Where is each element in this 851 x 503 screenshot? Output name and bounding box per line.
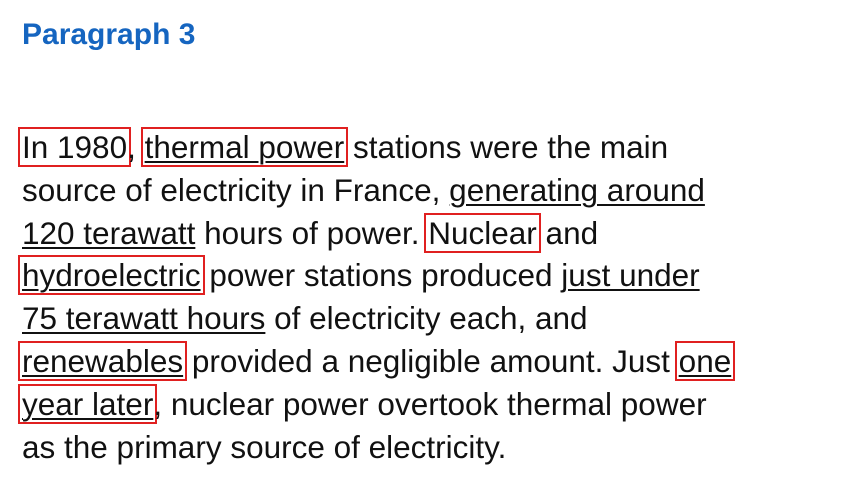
text-line: source of electricity in France, generat… (22, 169, 842, 212)
text-segment: and (536, 214, 599, 251)
paragraph-heading: Paragraph 3 (22, 18, 196, 51)
text-segment: as the primary source of electricity. (22, 428, 507, 465)
highlight-box: one (674, 340, 736, 381)
highlight-box: year later (18, 383, 158, 424)
text-segment: , (127, 129, 145, 165)
text-line: 120 terawatt hours of power. Nuclear and (22, 212, 842, 255)
text-segment: power stations produced (200, 257, 562, 294)
text-segment: , nuclear power overtook thermal power (153, 385, 707, 422)
text-segment: hours of power. (195, 214, 429, 251)
underlined-text: generating around (449, 171, 705, 208)
underlined-text: 75 terawatt hours (22, 300, 266, 337)
highlight-box: renewables (18, 340, 188, 381)
text-line: year later, nuclear power overtook therm… (18, 383, 842, 426)
paragraph-body: In 1980, thermal power stations were the… (18, 126, 842, 469)
text-segment: source of electricity in France, (22, 171, 450, 208)
highlight-box: Nuclear (424, 212, 541, 253)
text-segment: stations were the main (344, 129, 669, 165)
text-line: In 1980, thermal power stations were the… (18, 126, 842, 169)
text-line: 75 terawatt hours of electricity each, a… (22, 297, 842, 340)
highlight-box: hydroelectric (18, 255, 205, 296)
underlined-text: just under (561, 257, 700, 294)
text-segment: provided a negligible amount. Just (183, 342, 679, 379)
text-line: renewables provided a negligible amount.… (18, 340, 842, 383)
highlight-box: In 1980 (18, 127, 132, 167)
underlined-text: 120 terawatt (22, 214, 196, 251)
text-segment: of electricity each, and (265, 300, 588, 337)
highlight-box: thermal power (140, 127, 349, 167)
text-line: as the primary source of electricity. (22, 426, 842, 469)
text-line: hydroelectric power stations produced ju… (18, 254, 842, 297)
